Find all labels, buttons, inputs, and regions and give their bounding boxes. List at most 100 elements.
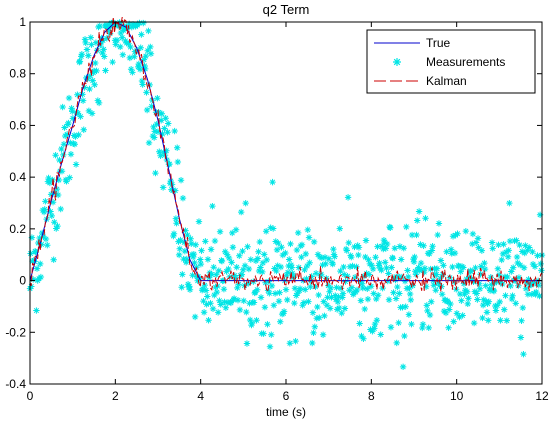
- measurement-point: [245, 280, 252, 287]
- measurement-point: [325, 282, 332, 289]
- measurement-point: [195, 218, 203, 225]
- measurement-point: [32, 248, 39, 256]
- measurement-point: [437, 257, 445, 264]
- true-line: [29, 21, 542, 282]
- measurement-point: [291, 299, 298, 307]
- measurement-point: [60, 141, 68, 148]
- measurement-point: [138, 31, 145, 38]
- measurement-point: [374, 243, 381, 250]
- measurement-point: [429, 243, 436, 250]
- measurement-point: [232, 226, 240, 234]
- measurement-point: [218, 257, 226, 265]
- measurement-point: [36, 234, 43, 242]
- measurement-point: [234, 296, 242, 304]
- measurement-point: [209, 202, 216, 210]
- measurement-point: [345, 239, 352, 247]
- measurement-point: [477, 271, 484, 278]
- measurement-point: [313, 315, 320, 322]
- measurement-point: [359, 284, 366, 292]
- measurement-point: [216, 228, 224, 235]
- measurement-point: [53, 185, 61, 193]
- measurement-point: [88, 41, 95, 48]
- measurement-point: [302, 250, 310, 258]
- true-series: [29, 21, 542, 282]
- measurement-point: [300, 299, 308, 306]
- measurement-point: [184, 281, 192, 288]
- measurement-point: [440, 262, 447, 269]
- measurement-point: [445, 324, 452, 332]
- measurement-point: [103, 35, 110, 42]
- measurement-point: [360, 335, 367, 343]
- measurement-point: [207, 300, 214, 307]
- measurement-point: [227, 299, 235, 307]
- measurement-point: [214, 309, 222, 316]
- x-tick-label: 0: [27, 389, 34, 403]
- measurement-point: [197, 260, 205, 268]
- measurement-point: [412, 271, 420, 278]
- measurement-point: [234, 284, 241, 292]
- measurement-point: [81, 84, 88, 91]
- measurement-point: [42, 198, 49, 205]
- measurement-point: [282, 249, 289, 257]
- measurement-point: [528, 291, 535, 298]
- measurement-point: [282, 286, 290, 293]
- measurement-point: [165, 120, 172, 127]
- measurement-point: [259, 259, 267, 267]
- measurement-point: [344, 273, 351, 280]
- measurement-point: [67, 139, 74, 147]
- measurement-point: [310, 238, 318, 246]
- measurement-point: [341, 305, 349, 312]
- measurement-point: [502, 248, 510, 256]
- measurement-point: [150, 134, 158, 141]
- y-tick-label: -0.2: [5, 325, 26, 339]
- measurement-point: [126, 20, 133, 28]
- measurement-point: [276, 289, 283, 296]
- measurement-point: [478, 263, 485, 270]
- measurement-point: [496, 298, 503, 306]
- measurement-point: [380, 236, 388, 244]
- measurement-point: [261, 251, 268, 258]
- measurement-point: [336, 225, 343, 232]
- measurement-point: [51, 190, 59, 197]
- measurement-point: [40, 208, 48, 216]
- measurement-point: [458, 297, 465, 304]
- measurement-point: [198, 287, 206, 294]
- measurement-point: [139, 81, 146, 88]
- measurement-point: [489, 245, 496, 252]
- measurement-point: [65, 94, 73, 102]
- measurement-point: [369, 265, 377, 273]
- measurement-point: [409, 282, 416, 289]
- measurement-point: [52, 152, 59, 159]
- measurement-point: [89, 77, 96, 84]
- measurement-point: [216, 297, 223, 304]
- measurement-point: [518, 317, 525, 325]
- measurement-point: [119, 51, 126, 59]
- measurement-point: [205, 317, 212, 324]
- measurement-point: [49, 176, 56, 184]
- measurement-point: [178, 284, 185, 291]
- measurement-point: [118, 34, 126, 41]
- measurement-point: [479, 301, 487, 309]
- measurement-point: [159, 130, 166, 138]
- measurement-point: [388, 264, 395, 271]
- measurement-point: [426, 311, 434, 319]
- measurement-point: [37, 260, 44, 268]
- measurement-point: [217, 301, 224, 308]
- measurement-point: [405, 311, 413, 318]
- measurement-point: [421, 265, 429, 272]
- measurement-point: [232, 274, 239, 282]
- measurement-point: [247, 256, 254, 263]
- measurement-point: [426, 250, 433, 258]
- measurement-point: [507, 282, 514, 290]
- measurement-point: [191, 259, 198, 267]
- measurement-point: [385, 270, 392, 277]
- measurement-point: [122, 37, 129, 45]
- measurement-point: [352, 288, 359, 296]
- measurement-point: [529, 248, 536, 256]
- measurement-point: [355, 244, 363, 251]
- measurement-point: [348, 253, 355, 261]
- measurement-point: [285, 262, 292, 270]
- measurement-point: [190, 250, 198, 258]
- measurement-point: [288, 264, 295, 271]
- measurement-point: [131, 48, 139, 55]
